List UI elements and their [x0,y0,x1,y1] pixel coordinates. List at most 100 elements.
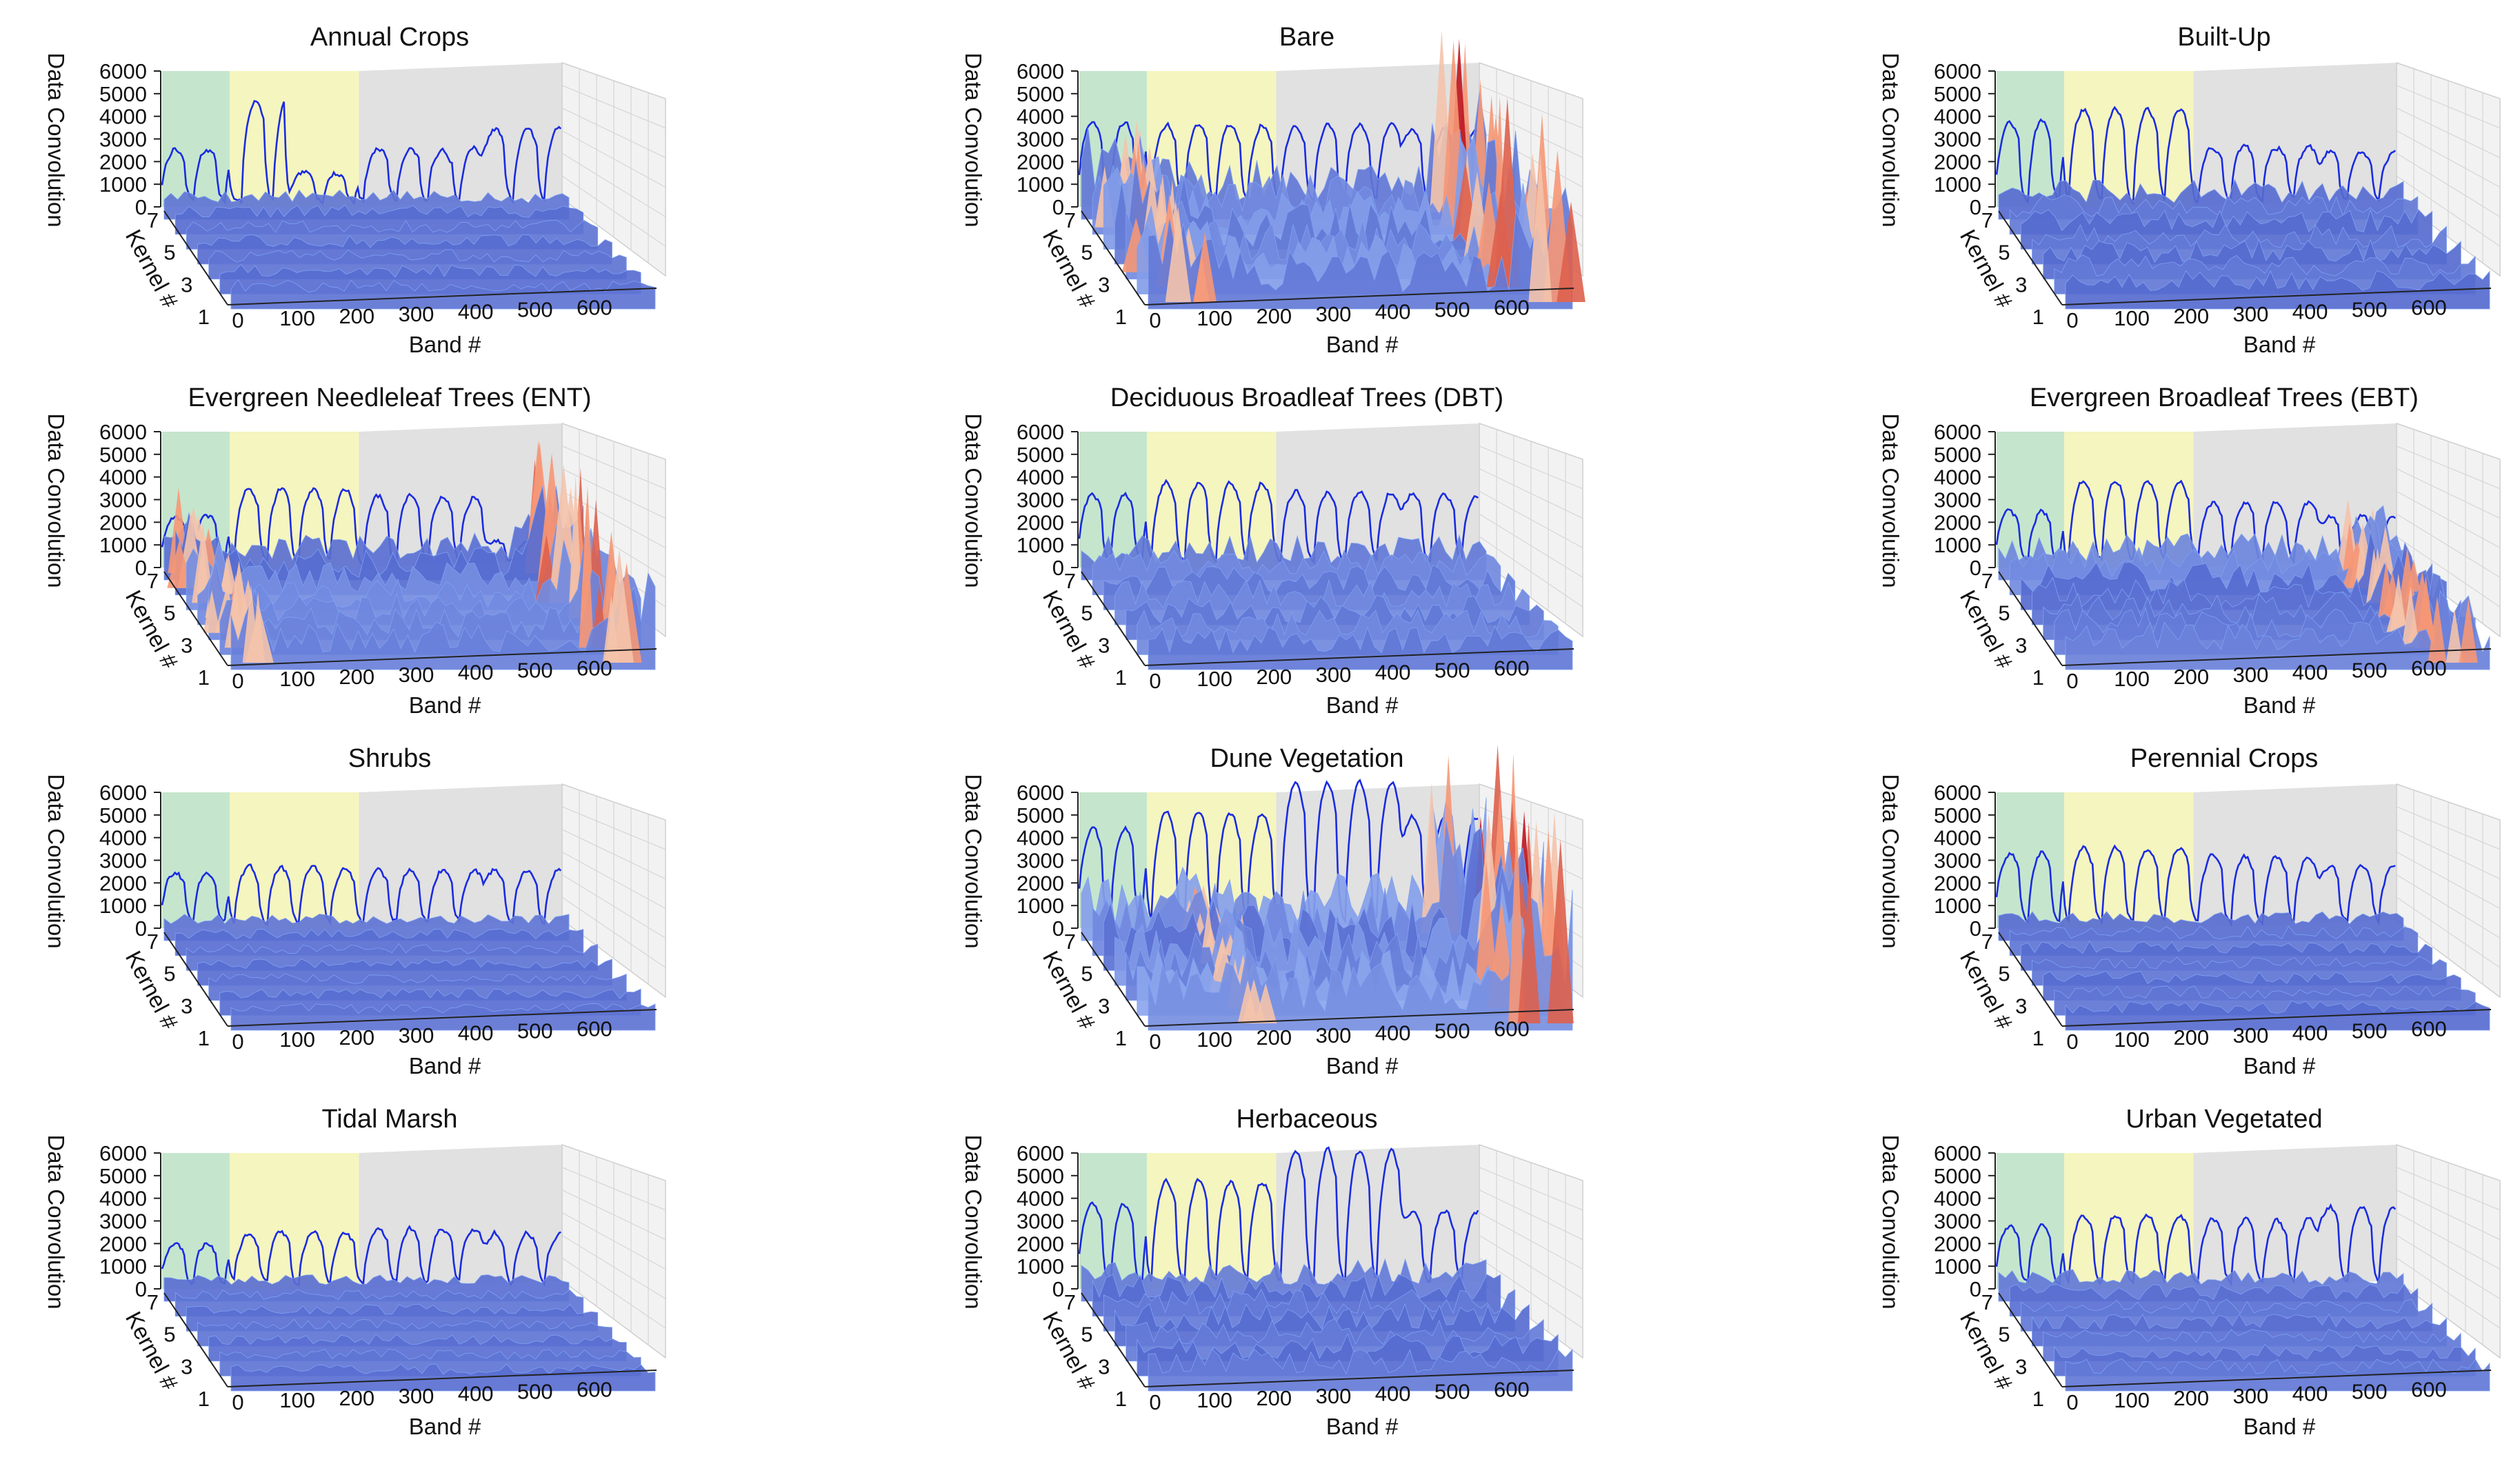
x-tick-label: 400 [458,300,494,324]
x-tick-label: 300 [1316,1023,1352,1047]
spectrum-series-line [1995,844,2396,927]
kernel-tick-label: 3 [181,633,192,657]
kernel-tick-label: 1 [1115,305,1127,329]
surface-ribbon [1114,841,1530,986]
chart-panel: Perennial Crops6000500040003000200010000… [1878,744,2501,1079]
y-tick-label: 6000 [99,781,147,805]
kernel-tick-label: 3 [2015,1354,2027,1378]
surface-hot-spike [1242,979,1266,1023]
y-tick-label: 4000 [99,465,147,490]
x-tick-label: 0 [1149,1390,1161,1414]
x-axis-label: Band # [1326,332,1399,357]
band-axis-line [1144,1370,1574,1387]
surface-ribbon [230,572,656,670]
x-tick-label: 200 [2173,665,2209,689]
y-tick-label: 5000 [99,1164,147,1188]
x-tick-label: 400 [1375,1021,1411,1045]
x-axis-label: Band # [409,1414,481,1439]
surface-ribbon [230,1003,656,1031]
kernel-tick-label: 7 [1981,569,1993,593]
kernel-tick-label: 7 [1064,208,1076,232]
surface-hot-spike [579,502,594,648]
x-tick-label: 200 [339,304,374,328]
surface-hot-spike [1474,861,1499,994]
surface-ribbon [1148,625,1573,670]
surface-ribbon [163,1274,570,1302]
y-tick-label: 4000 [1934,465,1981,490]
x-tick-label: 200 [339,1386,374,1410]
y-tick-label: 1000 [99,1254,147,1279]
y-tick-label: 6000 [1017,420,1064,444]
y-axis-label: Data Convolution [43,413,69,588]
x-tick-label: 300 [1316,302,1352,326]
band-region-0 [1079,792,1148,928]
kernel-tick-label: 7 [147,1290,159,1314]
y-tick-label: 0 [1970,556,1981,580]
y-tick-label: 6000 [1017,1141,1064,1165]
chart-title: Tidal Marsh [321,1105,457,1134]
y-tick-label: 5000 [99,82,147,106]
surface-hot-spike [1508,814,1526,1023]
surface-hot-spike [2378,561,2394,618]
kernel-tick-label: 1 [198,665,210,690]
y-tick-label: 2000 [1934,150,1981,174]
x-tick-label: 600 [2411,1017,2447,1041]
x-tick-label: 0 [1149,308,1161,332]
x-tick-label: 200 [2173,304,2209,328]
x-tick-label: 0 [1149,1030,1161,1054]
y-tick-label: 4000 [1934,1187,1981,1211]
kernel-tick-label: 1 [1115,1387,1127,1411]
y-tick-label: 0 [135,1277,147,1301]
x-tick-label: 400 [1375,300,1411,324]
kernel-tick-label: 7 [1064,1290,1076,1314]
y-tick-label: 0 [135,195,147,219]
y-tick-label: 0 [1052,1277,1064,1301]
chart-panel: Evergreen Broadleaf Trees (EBT)600050004… [1878,383,2501,718]
y-tick-label: 6000 [99,59,147,83]
kernel-tick-label: 5 [1998,601,2010,625]
y-tick-label: 1000 [1934,533,1981,557]
chart-title: Evergreen Broadleaf Trees (EBT) [2030,383,2419,412]
surface-hot-spike [2459,599,2478,663]
chart-title: Built-Up [2177,23,2270,52]
x-axis-label: Band # [409,1053,481,1079]
x-tick-label: 500 [2352,659,2388,683]
band-region-0 [1079,432,1148,568]
x-tick-label: 0 [232,1390,243,1414]
kernel-axis-line [1998,1292,2063,1387]
surface-hot-spike [251,592,266,663]
x-tick-label: 300 [2233,302,2269,326]
y-tick-label: 0 [135,556,147,580]
surface-ribbon [2065,270,2490,310]
x-tick-label: 0 [2066,1390,2078,1414]
surface-hot-spike [1547,839,1574,1023]
x-tick-label: 600 [2411,296,2447,320]
y-tick-label: 5000 [99,803,147,828]
y-tick-label: 2000 [99,150,147,174]
y-tick-label: 0 [135,916,147,941]
y-tick-label: 3000 [1017,1210,1064,1234]
y-axis-label: Data Convolution [961,774,986,948]
band-axis-line [1144,288,1574,305]
y-tick-label: 2000 [99,871,147,895]
kernel-axis-label: Kernel # [1038,586,1101,673]
kernel-tick-label: 1 [2032,305,2044,329]
y-axis-label: Data Convolution [1878,774,1903,948]
band-region-2 [2193,63,2397,207]
band-region-0 [1079,1153,1148,1289]
x-tick-label: 500 [517,1380,553,1404]
chart-panel: Dune Vegetation6000500040003000200010000… [961,744,1583,1079]
x-tick-label: 100 [1197,306,1232,330]
y-tick-label: 1000 [1017,533,1064,557]
x-tick-label: 300 [1316,1384,1352,1408]
x-tick-label: 0 [232,308,243,332]
x-axis-label: Band # [2243,332,2316,357]
kernel-tick-label: 3 [1098,633,1110,657]
surface-hot-spike [2401,586,2420,648]
band-region-1 [1147,432,1277,568]
band-region-0 [1997,792,2065,928]
x-axis-label: Band # [2243,692,2316,718]
x-tick-label: 100 [279,667,315,691]
